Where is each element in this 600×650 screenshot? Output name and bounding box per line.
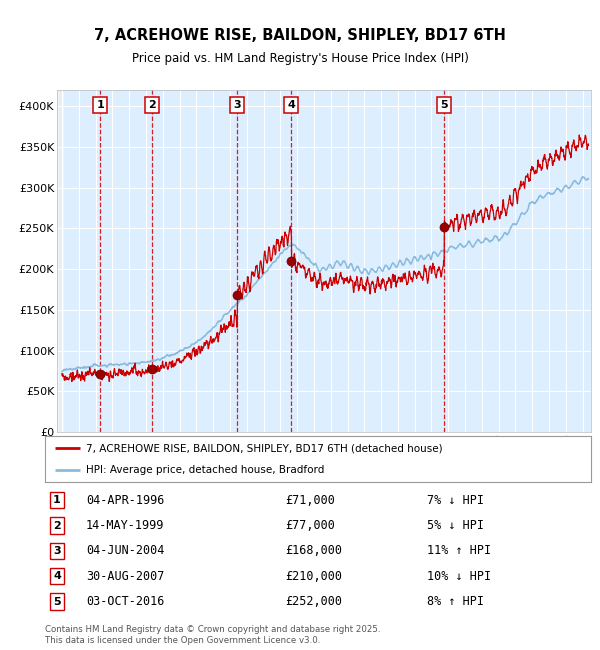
Text: £252,000: £252,000 <box>285 595 342 608</box>
Text: 5: 5 <box>440 100 448 110</box>
Text: 5: 5 <box>53 597 61 606</box>
Text: £210,000: £210,000 <box>285 569 342 583</box>
Text: Price paid vs. HM Land Registry's House Price Index (HPI): Price paid vs. HM Land Registry's House … <box>131 52 469 65</box>
Text: 04-APR-1996: 04-APR-1996 <box>86 494 164 507</box>
Text: 7% ↓ HPI: 7% ↓ HPI <box>427 494 484 507</box>
Bar <box>57 90 62 432</box>
Bar <box>57 90 58 432</box>
Text: £71,000: £71,000 <box>285 494 335 507</box>
Text: 30-AUG-2007: 30-AUG-2007 <box>86 569 164 583</box>
Text: 2: 2 <box>53 521 61 530</box>
Text: 4: 4 <box>53 571 61 581</box>
Text: 3: 3 <box>53 546 61 556</box>
Text: 7, ACREHOWE RISE, BAILDON, SHIPLEY, BD17 6TH: 7, ACREHOWE RISE, BAILDON, SHIPLEY, BD17… <box>94 28 506 44</box>
Text: 2: 2 <box>148 100 156 110</box>
Bar <box>58 90 59 432</box>
Text: 03-OCT-2016: 03-OCT-2016 <box>86 595 164 608</box>
Text: 11% ↑ HPI: 11% ↑ HPI <box>427 545 491 558</box>
Text: £168,000: £168,000 <box>285 545 342 558</box>
Text: 1: 1 <box>53 495 61 505</box>
Text: 10% ↓ HPI: 10% ↓ HPI <box>427 569 491 583</box>
Text: 5% ↓ HPI: 5% ↓ HPI <box>427 519 484 532</box>
Text: 1: 1 <box>96 100 104 110</box>
Text: Contains HM Land Registry data © Crown copyright and database right 2025.
This d: Contains HM Land Registry data © Crown c… <box>45 625 380 645</box>
Text: 8% ↑ HPI: 8% ↑ HPI <box>427 595 484 608</box>
Text: 04-JUN-2004: 04-JUN-2004 <box>86 545 164 558</box>
Text: 4: 4 <box>287 100 295 110</box>
Text: 3: 3 <box>233 100 241 110</box>
Text: 14-MAY-1999: 14-MAY-1999 <box>86 519 164 532</box>
Bar <box>59 90 61 432</box>
Text: 7, ACREHOWE RISE, BAILDON, SHIPLEY, BD17 6TH (detached house): 7, ACREHOWE RISE, BAILDON, SHIPLEY, BD17… <box>86 443 443 453</box>
Bar <box>62 90 63 432</box>
Bar <box>61 90 62 432</box>
Text: £77,000: £77,000 <box>285 519 335 532</box>
Text: HPI: Average price, detached house, Bradford: HPI: Average price, detached house, Brad… <box>86 465 325 474</box>
